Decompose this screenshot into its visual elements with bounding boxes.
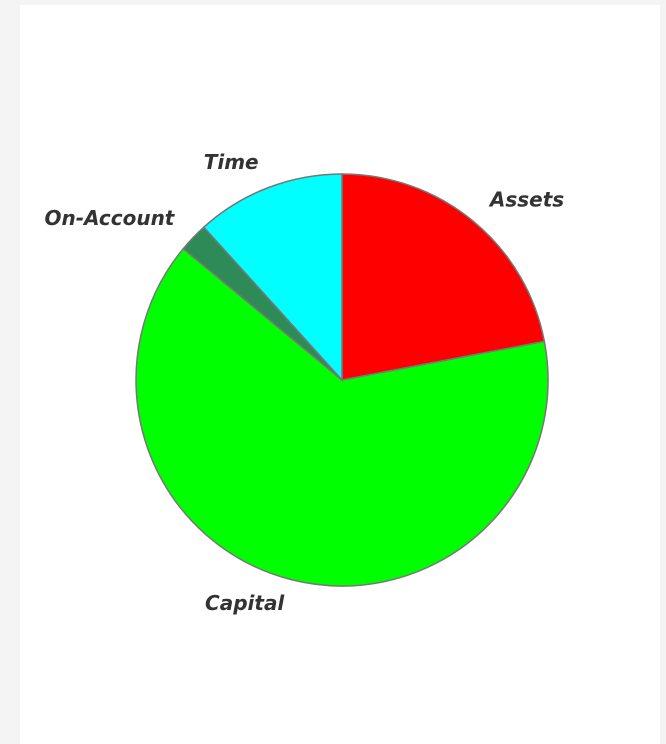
pie-slice [341,173,546,381]
slice-label: Capital [205,591,285,615]
slice-label: On-Account [44,206,175,230]
slice-label: Assets [488,188,564,212]
pie-slice [202,173,343,382]
slice-label: Time [204,150,259,174]
pie-slice [135,247,549,587]
